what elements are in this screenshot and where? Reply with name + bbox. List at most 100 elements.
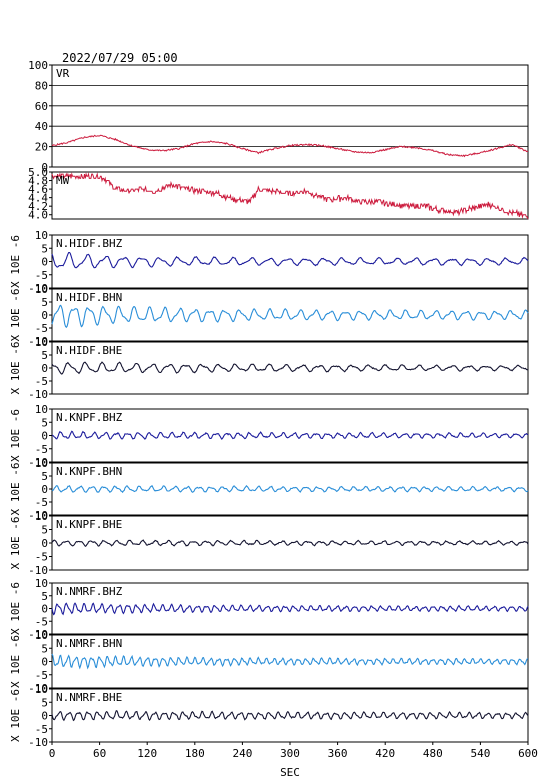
y-axis-label: X 10E -6 bbox=[9, 689, 22, 742]
y-axis-label: X 10E -6 bbox=[9, 463, 22, 516]
y-tick-label: 5 bbox=[41, 296, 48, 309]
y-tick-label: -5 bbox=[35, 375, 48, 388]
x-tick-label: 300 bbox=[280, 747, 300, 760]
x-tick-label: 360 bbox=[328, 747, 348, 760]
y-tick-label: -5 bbox=[35, 551, 48, 564]
chart-title: 2022/07/29 05:00 bbox=[62, 51, 178, 65]
series-line bbox=[51, 304, 529, 329]
x-tick-label: 540 bbox=[470, 747, 490, 760]
panel-frame bbox=[51, 408, 529, 463]
y-tick-label: 0 bbox=[41, 430, 48, 443]
y-tick-label: 10 bbox=[35, 457, 48, 470]
y-tick-label: 80 bbox=[35, 79, 48, 92]
panel-name-label: N.HIDF.BHE bbox=[56, 344, 122, 357]
y-tick-label: -10 bbox=[28, 456, 48, 469]
y-tick-label: 4.6 bbox=[28, 183, 48, 196]
series-line bbox=[51, 134, 529, 158]
panel-frame bbox=[51, 582, 529, 635]
y-tick-label: 0 bbox=[41, 161, 48, 174]
x-axis-label: SEC bbox=[280, 766, 300, 779]
y-tick-label: 5 bbox=[41, 416, 48, 429]
panel-name-label: N.NMRF.BHZ bbox=[56, 585, 123, 598]
y-tick-label: -5 bbox=[35, 669, 48, 682]
x-tick-label: 0 bbox=[49, 747, 56, 760]
y-tick-label: 0 bbox=[41, 656, 48, 669]
series-line bbox=[51, 172, 529, 220]
panel-name-label: N.KNPF.BHE bbox=[56, 518, 122, 531]
y-tick-label: 0 bbox=[41, 710, 48, 723]
y-tick-label: -5 bbox=[35, 723, 48, 736]
y-tick-label: 10 bbox=[35, 683, 48, 696]
y-tick-label: 5 bbox=[41, 696, 48, 709]
y-tick-label: 0 bbox=[41, 483, 48, 496]
panel-name-label: N.NMRF.BHE bbox=[56, 691, 122, 704]
y-tick-label: 10 bbox=[35, 577, 48, 590]
y-tick-label: 4.0 bbox=[28, 209, 48, 222]
y-tick-label: 0 bbox=[41, 309, 48, 322]
series-line bbox=[51, 709, 529, 722]
panels-group: 100806040200VR5.04.84.64.44.24.0MW1050-5… bbox=[9, 59, 529, 749]
panel-name-label: VR bbox=[56, 67, 70, 80]
y-tick-label: 4.4 bbox=[28, 192, 48, 205]
y-tick-label: 0 bbox=[41, 256, 48, 269]
x-tick-label: 180 bbox=[185, 747, 205, 760]
panel-mw: 5.04.84.64.44.24.0 MW bbox=[28, 166, 529, 222]
x-tick-label: 120 bbox=[137, 747, 157, 760]
panel-vr: 100 80 60 40 20 0 VR bbox=[28, 59, 529, 174]
y-tick-label: 5 bbox=[41, 590, 48, 603]
y-tick-label: -5 bbox=[35, 322, 48, 335]
y-tick-label: -10 bbox=[28, 509, 48, 522]
y-tick-label: -5 bbox=[35, 496, 48, 509]
series-line bbox=[51, 653, 529, 670]
x-axis: 0 60 120 180 240 300 360 420 480 540 600 bbox=[49, 742, 538, 760]
series-line bbox=[51, 539, 529, 548]
y-axis-label: X 10E -6 bbox=[9, 235, 22, 288]
panel-frame bbox=[51, 64, 529, 168]
y-axis-label: X 10E -6 bbox=[9, 409, 22, 462]
y-tick-label: 60 bbox=[35, 100, 48, 113]
panel-name-label: N.KNPF.BHZ bbox=[56, 411, 123, 424]
y-tick-label: 0 bbox=[41, 537, 48, 550]
y-tick-label: 5 bbox=[41, 349, 48, 362]
y-tick-label: 10 bbox=[35, 283, 48, 296]
panel-name-label: N.KNPF.BHN bbox=[56, 465, 122, 478]
series-line bbox=[51, 602, 529, 616]
y-tick-label: 10 bbox=[35, 229, 48, 242]
y-tick-label: 4.8 bbox=[28, 175, 48, 188]
y-tick-label: -5 bbox=[35, 443, 48, 456]
y-tick-label: 0 bbox=[41, 362, 48, 375]
y-tick-label: 5 bbox=[41, 524, 48, 537]
x-tick-label: 60 bbox=[93, 747, 106, 760]
series-line bbox=[51, 361, 529, 375]
y-tick-label: 0 bbox=[41, 603, 48, 616]
x-tick-label: 240 bbox=[232, 747, 252, 760]
y-axis-label: X 10E -6 bbox=[9, 635, 22, 688]
panel-frame bbox=[51, 288, 529, 342]
y-tick-label: 40 bbox=[35, 120, 48, 133]
y-tick-label: 5 bbox=[41, 642, 48, 655]
y-tick-label: -10 bbox=[28, 388, 48, 401]
y-tick-label: -10 bbox=[28, 335, 48, 348]
y-tick-label: 10 bbox=[35, 336, 48, 349]
y-tick-label: 5 bbox=[41, 470, 48, 483]
panel-frame bbox=[51, 634, 529, 689]
y-axis-label: X 10E -6 bbox=[9, 289, 22, 342]
y-tick-label: 10 bbox=[35, 629, 48, 642]
y-tick-label: -10 bbox=[28, 628, 48, 641]
panel-name-label: MW bbox=[56, 174, 70, 187]
x-tick-label: 480 bbox=[423, 747, 443, 760]
y-tick-label: 5.0 bbox=[28, 166, 48, 179]
y-axis-label: X 10E -6 bbox=[9, 517, 22, 570]
y-axis-label: X 10E -6 bbox=[9, 582, 22, 635]
y-tick-label: 10 bbox=[35, 403, 48, 416]
y-tick-label: 5 bbox=[41, 242, 48, 255]
y-tick-label: -10 bbox=[28, 564, 48, 577]
y-tick-label: -10 bbox=[28, 736, 48, 749]
